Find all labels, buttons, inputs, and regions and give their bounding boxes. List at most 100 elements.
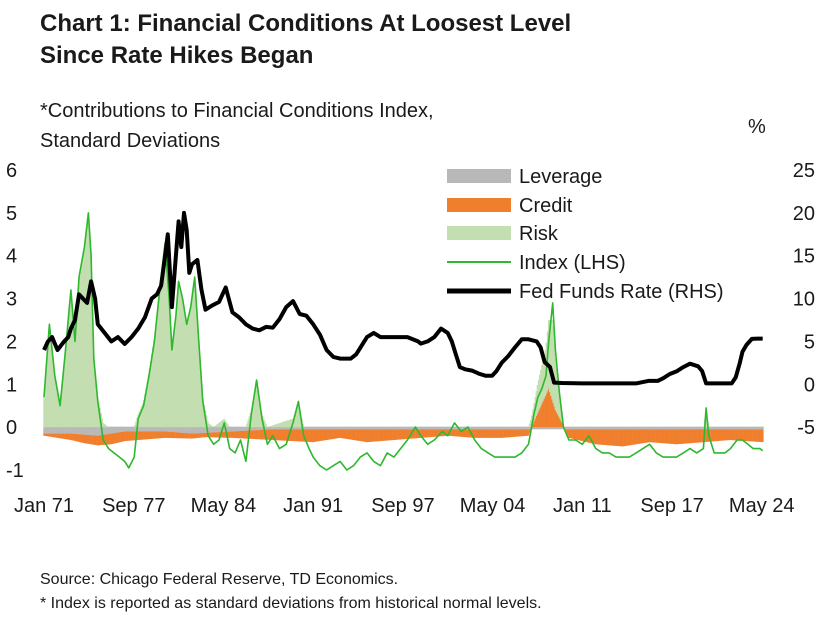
leverage-bar xyxy=(324,427,327,430)
risk-bar xyxy=(65,340,68,428)
credit-bar xyxy=(475,429,477,438)
credit-bar xyxy=(176,432,179,439)
credit-bar xyxy=(617,429,619,447)
leverage-bar xyxy=(584,427,587,430)
credit-bar xyxy=(274,429,276,441)
leverage-bar xyxy=(574,427,577,430)
credit-bar xyxy=(634,429,636,445)
leverage-bar xyxy=(614,427,616,430)
credit-bar xyxy=(574,429,577,440)
credit-bar xyxy=(482,429,485,438)
leverage-bar xyxy=(182,427,184,433)
credit-bar xyxy=(423,429,425,438)
credit-bar xyxy=(663,429,665,444)
credit-bar xyxy=(670,429,672,444)
credit-bar xyxy=(263,429,265,440)
leverage-bar xyxy=(680,427,682,430)
credit-bar xyxy=(159,431,162,439)
credit-bar xyxy=(626,429,628,446)
credit-bar xyxy=(365,429,367,442)
credit-bar xyxy=(194,433,197,439)
credit-bar xyxy=(462,429,465,437)
credit-bar xyxy=(182,432,184,439)
credit-bar xyxy=(152,431,154,439)
credit-bar xyxy=(533,421,535,428)
risk-bar xyxy=(213,426,216,428)
leverage-bar xyxy=(453,427,456,430)
leverage-bar xyxy=(396,427,398,430)
credit-bar xyxy=(580,429,582,441)
leverage-bar xyxy=(310,427,312,430)
credit-bar xyxy=(636,429,638,445)
leverage-bar xyxy=(365,427,367,430)
risk-bar xyxy=(103,423,106,428)
risk-bar xyxy=(220,421,222,428)
credit-bar xyxy=(201,433,203,438)
legend-swatch xyxy=(447,169,511,183)
risk-bar xyxy=(93,361,96,428)
credit-bar xyxy=(743,429,745,441)
leverage-bar xyxy=(135,427,137,432)
credit-bar xyxy=(715,429,717,442)
leverage-bar xyxy=(286,427,289,430)
credit-bar xyxy=(249,430,252,439)
credit-bar xyxy=(570,429,572,439)
risk-bar xyxy=(221,420,224,428)
credit-bar xyxy=(591,429,594,444)
credit-bar xyxy=(57,433,60,439)
leverage-bar xyxy=(405,427,407,430)
credit-bar xyxy=(375,429,377,442)
leverage-bar xyxy=(499,427,502,430)
leverage-bar xyxy=(164,427,166,432)
leverage-bar xyxy=(278,427,281,430)
credit-bar xyxy=(436,429,439,437)
credit-bar xyxy=(593,429,596,445)
leverage-bar xyxy=(469,427,471,430)
leverage-bar xyxy=(130,427,133,432)
risk-bar xyxy=(227,424,229,428)
leverage-bar xyxy=(185,427,188,434)
leverage-bar xyxy=(740,427,743,430)
leverage-bar xyxy=(107,427,109,435)
credit-bar xyxy=(500,429,503,438)
risk-bar xyxy=(87,222,89,428)
credit-bar xyxy=(137,431,139,440)
leverage-bar xyxy=(134,427,136,432)
risk-bar xyxy=(191,298,193,428)
credit-bar xyxy=(597,429,599,445)
credit-bar xyxy=(270,429,273,440)
leverage-bar xyxy=(293,427,295,430)
credit-bar xyxy=(195,433,198,439)
credit-bar xyxy=(427,429,430,438)
leverage-bar xyxy=(126,427,128,432)
credit-bar xyxy=(325,429,328,440)
leverage-bar xyxy=(209,427,211,433)
leverage-bar xyxy=(300,427,302,430)
risk-bar xyxy=(256,382,258,428)
leverage-bar xyxy=(212,427,215,433)
credit-bar xyxy=(110,433,112,445)
credit-bar xyxy=(100,435,102,446)
credit-bar xyxy=(158,431,161,439)
leverage-bar xyxy=(67,427,70,434)
risk-bar xyxy=(143,400,145,428)
credit-bar xyxy=(89,435,91,445)
credit-bar xyxy=(641,429,643,444)
credit-bar xyxy=(397,429,400,440)
credit-bar xyxy=(261,429,264,440)
credit-bar xyxy=(149,431,152,440)
credit-bar xyxy=(472,429,475,438)
credit-bar xyxy=(266,429,268,440)
leverage-bar xyxy=(149,427,152,432)
risk-bar xyxy=(67,317,70,428)
leverage-bar xyxy=(155,427,157,432)
leverage-bar xyxy=(384,427,386,430)
leverage-bar xyxy=(545,427,548,430)
credit-bar xyxy=(313,429,315,442)
leverage-bar xyxy=(69,427,71,434)
credit-bar xyxy=(749,429,752,442)
leverage-bar xyxy=(237,427,239,432)
leverage-bar xyxy=(717,427,719,430)
leverage-bar xyxy=(58,427,61,434)
risk-bar xyxy=(182,301,184,428)
